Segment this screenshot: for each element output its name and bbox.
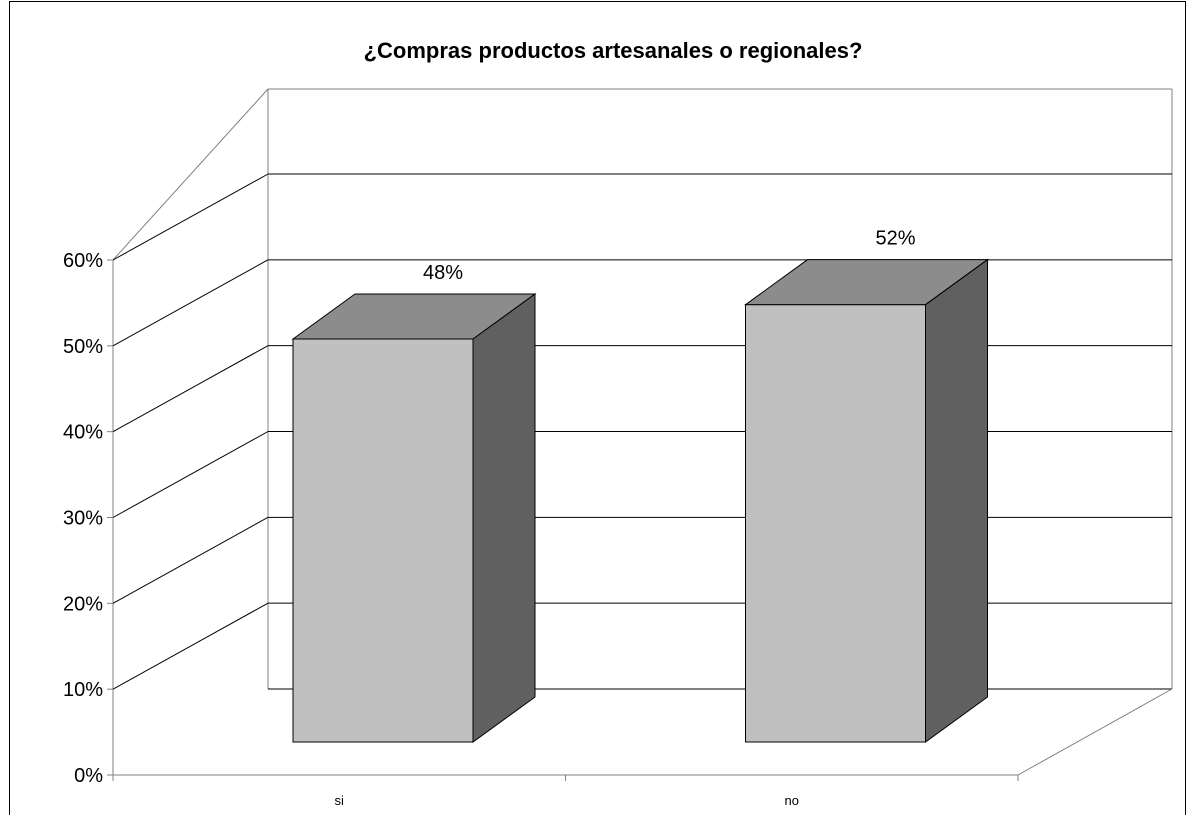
chart-title: ¿Compras productos artesanales o regiona… xyxy=(364,38,863,63)
y-tick-label: 60% xyxy=(63,250,103,272)
y-axis-ticks: 0% 10% 20% 30% 40% 50% 60% xyxy=(63,250,113,787)
bar-data-label: 52% xyxy=(875,228,915,250)
y-tick-label: 10% xyxy=(63,679,103,701)
x-category-label: no xyxy=(785,793,799,808)
bar-side-face xyxy=(472,293,536,743)
gridline-side xyxy=(112,173,269,261)
bar-data-label: 48% xyxy=(423,262,463,284)
gridline-side xyxy=(112,431,269,518)
y-tick-label: 20% xyxy=(63,593,103,615)
floor-right-edge xyxy=(1017,688,1173,776)
x-category-label: si xyxy=(335,793,345,808)
left-wall-top-edge xyxy=(112,88,269,261)
chart-border xyxy=(9,1,1186,820)
y-tick-label: 30% xyxy=(63,508,103,530)
bar-front-face xyxy=(745,304,926,743)
bar-front-face xyxy=(292,338,474,743)
gridline-side xyxy=(112,345,269,433)
gridline-side xyxy=(112,516,269,604)
x-axis-categories: si no xyxy=(112,775,1019,808)
bar xyxy=(743,258,990,743)
y-tick-label: 40% xyxy=(63,422,103,444)
gridline-side xyxy=(112,259,269,347)
y-tick-label: 50% xyxy=(63,336,103,358)
gridline-side xyxy=(112,602,269,690)
bar-side-face xyxy=(925,258,988,743)
y-tick-label: 0% xyxy=(74,765,103,787)
bar-layer: 48% 52% xyxy=(291,228,990,743)
bar xyxy=(291,293,537,743)
